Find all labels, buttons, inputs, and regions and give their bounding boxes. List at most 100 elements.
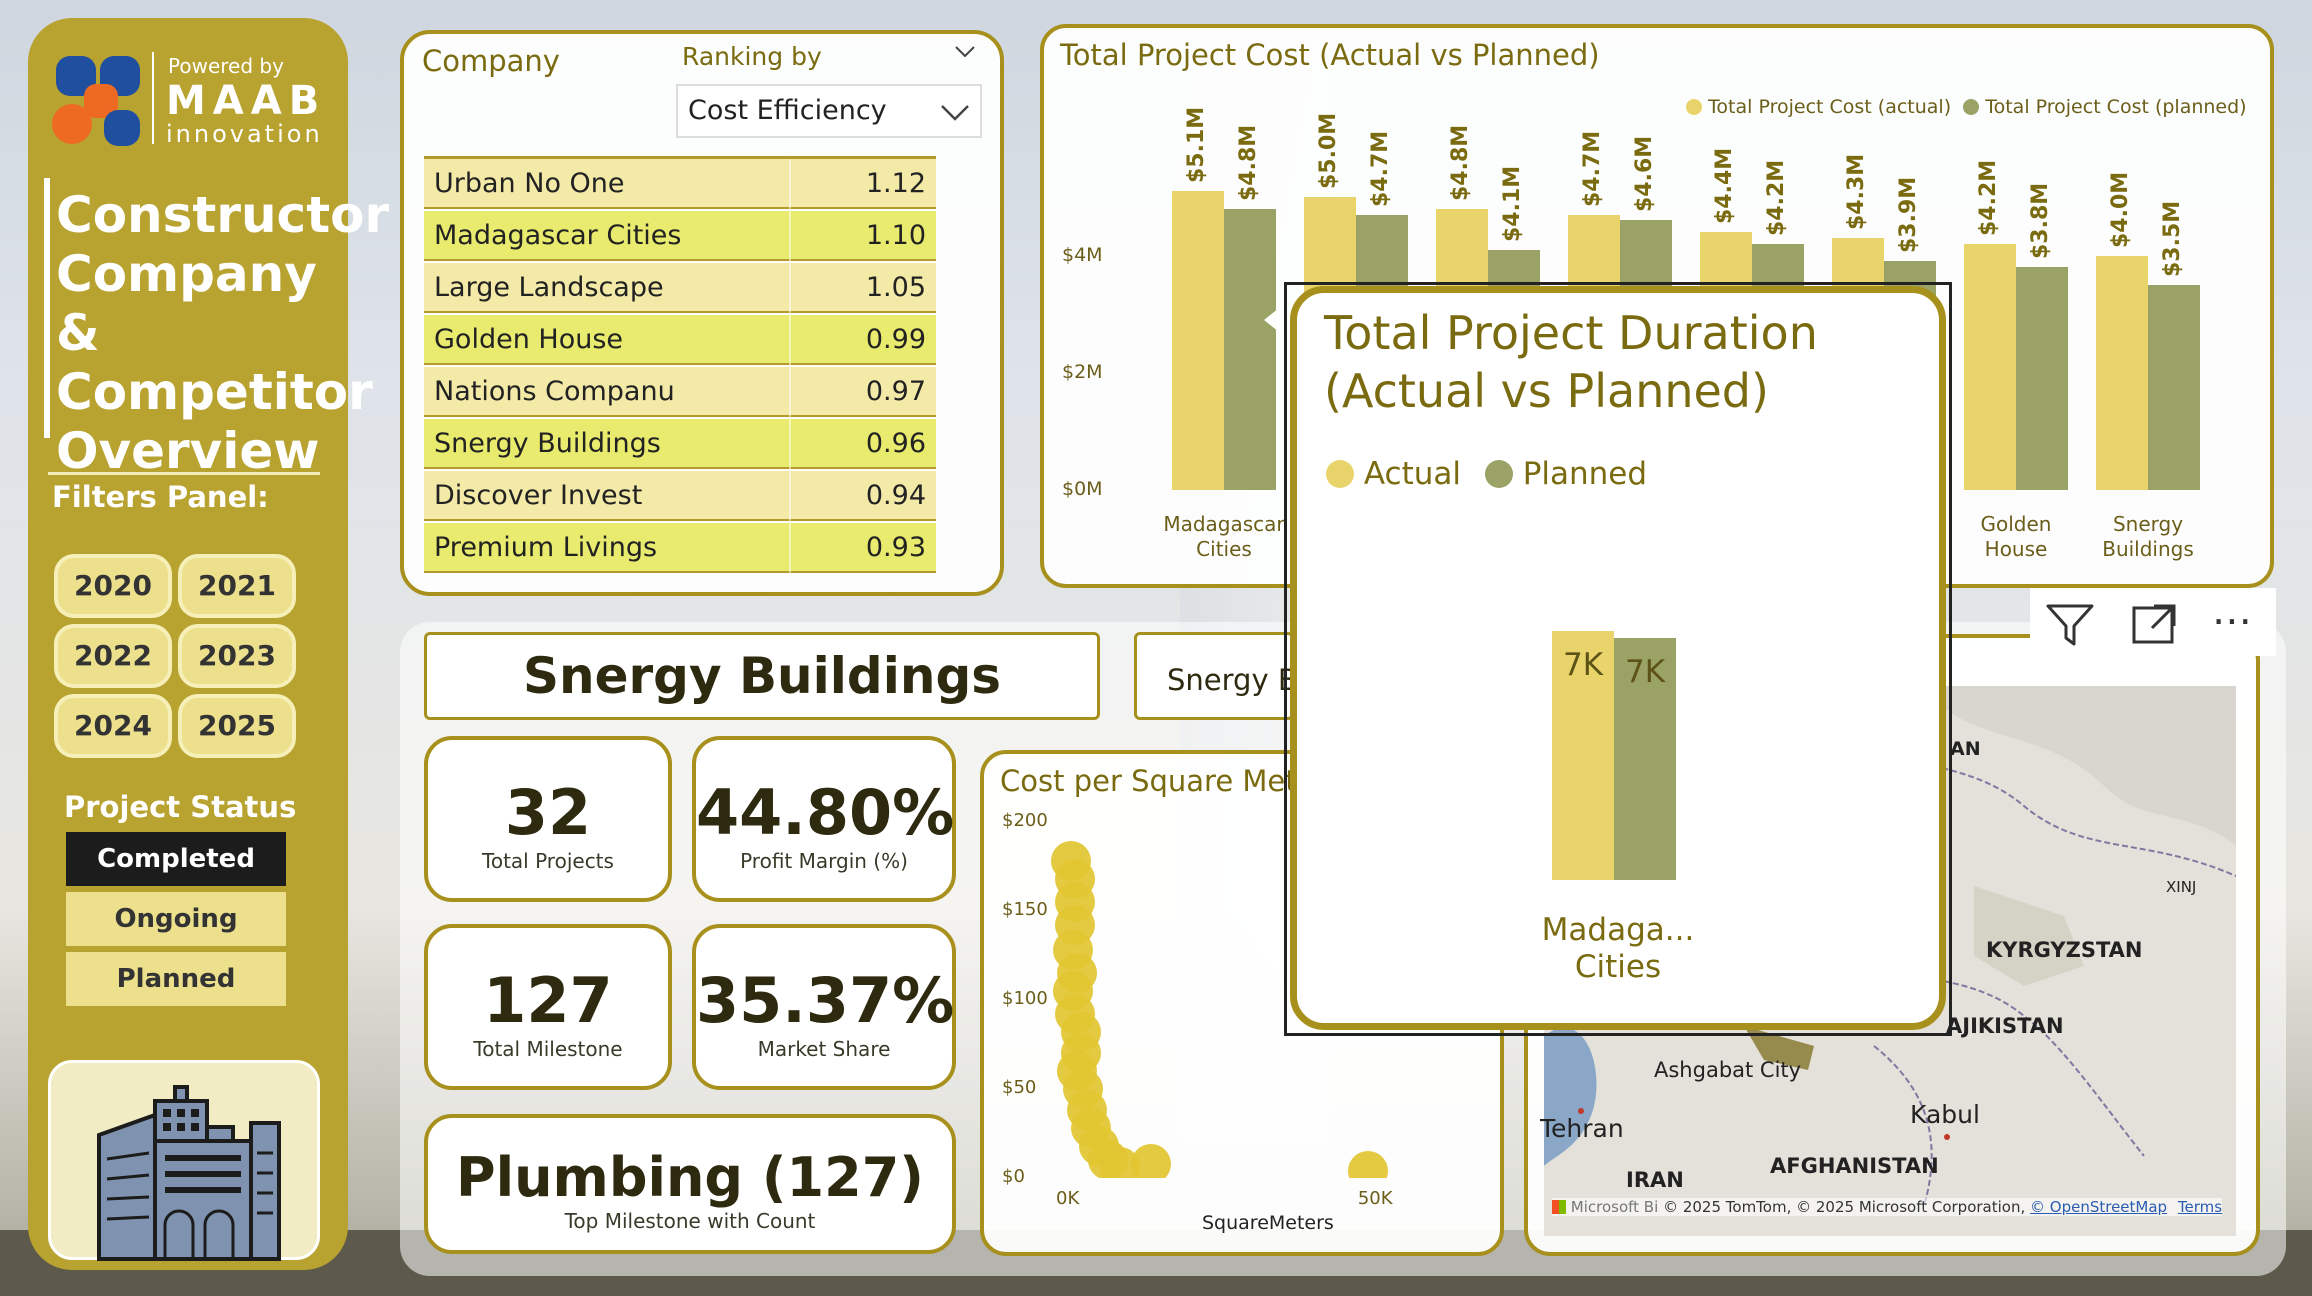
- x-category-label: Golden House: [1944, 512, 2088, 562]
- year-button-2024[interactable]: 2024: [54, 694, 172, 758]
- map-place-label: KYRGYZSTAN: [1986, 938, 2143, 962]
- status-button-ongoing[interactable]: Ongoing: [66, 892, 286, 946]
- maab-logo-icon: [52, 56, 140, 146]
- table-row[interactable]: Golden House 0.99: [424, 315, 936, 365]
- kpi-total-projects: 32 Total Projects: [424, 736, 672, 902]
- selected-company-card: Snergy Buildings: [424, 632, 1100, 720]
- row-divider: [789, 263, 791, 313]
- building-illustration-card: [48, 1060, 320, 1261]
- scatter-x-tick: 50K: [1357, 1188, 1393, 1209]
- bar-planned[interactable]: [1224, 208, 1276, 490]
- bar-planned[interactable]: [2016, 267, 2068, 490]
- bar-actual[interactable]: [1172, 191, 1224, 490]
- terms-link[interactable]: Terms: [2177, 1198, 2223, 1216]
- page-title-line: Constructor: [56, 186, 390, 244]
- ranking-value: 1.10: [865, 220, 926, 251]
- company-name: Snergy Buildings: [434, 428, 661, 459]
- ranking-by-label: Ranking by: [682, 42, 822, 71]
- duration-tooltip-shadow: [1284, 282, 1952, 1036]
- filter-icon[interactable]: [2044, 600, 2096, 650]
- bar-actual[interactable]: [1964, 243, 2016, 490]
- city-marker-icon: [1578, 1108, 1584, 1114]
- company-label: Company: [422, 44, 560, 78]
- year-button-2025[interactable]: 2025: [178, 694, 296, 758]
- filters-divider: [48, 472, 320, 475]
- duration-data-label: 7K: [1562, 646, 1604, 683]
- company-name: Golden House: [434, 324, 623, 355]
- microsoft-logo-icon: [1552, 1200, 1566, 1214]
- chevron-down-icon[interactable]: [954, 40, 976, 62]
- duration-tooltip: [1290, 286, 1946, 1030]
- status-button-completed[interactable]: Completed: [66, 832, 286, 886]
- map-attribution: Microsoft Bi © 2025 TomTom, © 2025 Micro…: [1552, 1198, 2223, 1216]
- year-button-2020[interactable]: 2020: [54, 554, 172, 618]
- table-row[interactable]: Madagascar Cities 1.10: [424, 211, 936, 261]
- scatter-y-tick: $200: [1002, 810, 1048, 831]
- year-button-2022[interactable]: 2022: [54, 624, 172, 688]
- ranking-value: 0.96: [865, 428, 926, 459]
- duration-legend: Actual Planned: [1326, 456, 1647, 492]
- page-title-line: Company &: [56, 245, 317, 362]
- table-row[interactable]: Nations Companu 0.97: [424, 367, 936, 417]
- status-button-planned[interactable]: Planned: [66, 952, 286, 1006]
- duration-legend-planned-dot: [1484, 460, 1513, 488]
- ranking-table-top-border: [424, 156, 936, 159]
- table-row[interactable]: Snergy Buildings 0.96: [424, 419, 936, 469]
- table-row[interactable]: Discover Invest 0.94: [424, 471, 936, 521]
- duration-legend-actual: Actual: [1363, 456, 1461, 492]
- duration-bar-actual[interactable]: [1552, 630, 1614, 880]
- table-row[interactable]: Premium Livings 0.93: [424, 523, 936, 573]
- bar-data-label: $3.5M: [2160, 200, 2185, 277]
- y-tick-label: $4M: [1062, 243, 1103, 266]
- y-tick-label: $0M: [1062, 478, 1103, 500]
- openstreetmap-link[interactable]: © OpenStreetMap: [2030, 1198, 2168, 1216]
- year-button-2021[interactable]: 2021: [178, 554, 296, 618]
- row-divider: [789, 523, 791, 573]
- focus-mode-icon[interactable]: [2130, 602, 2178, 648]
- x-category-line: Madagascar: [1163, 512, 1285, 536]
- bar-actual[interactable]: [2096, 255, 2148, 490]
- year-button-2023[interactable]: 2023: [178, 624, 296, 688]
- table-row[interactable]: Urban No One 1.12: [424, 159, 936, 209]
- duration-bar-planned[interactable]: [1614, 637, 1676, 880]
- attribution-logo-text: Microsoft Bi: [1570, 1198, 1659, 1216]
- tooltip-arrow: [1264, 304, 1284, 336]
- x-category-line: House: [1984, 537, 2048, 561]
- company-name: Urban No One: [434, 168, 625, 199]
- kpi-label: Total Milestone: [473, 1037, 623, 1061]
- bar-data-label: $4.2M: [1976, 159, 2001, 236]
- duration-category-line: Madaga...: [1541, 912, 1695, 948]
- brand-sub: innovation: [166, 120, 323, 148]
- bar-planned[interactable]: [2148, 284, 2200, 490]
- visual-header: [2030, 588, 2276, 656]
- row-divider: [789, 419, 791, 469]
- kpi-label: Profit Margin (%): [740, 849, 908, 873]
- company-dropdown[interactable]: Snergy B: [1134, 632, 1294, 720]
- duration-legend-actual-dot: [1326, 460, 1354, 488]
- kpi-label: Top Milestone with Count: [564, 1209, 816, 1233]
- x-category-label: Madagascar Cities: [1152, 512, 1296, 562]
- scatter-y-tick: $150: [1002, 899, 1048, 920]
- scatter-point[interactable]: [1347, 1150, 1388, 1178]
- ranking-value: 0.99: [865, 324, 926, 355]
- chevron-down-icon: [941, 105, 969, 121]
- y-tick-label: $2M: [1062, 360, 1103, 383]
- more-options-icon[interactable]: ⋯: [2212, 598, 2254, 644]
- bar-data-label: $4.7M: [1580, 130, 1605, 207]
- page-title-line: Competitor: [56, 363, 373, 421]
- bar-data-label: $4.8M: [1448, 124, 1473, 201]
- company-dropdown-value: Snergy B: [1167, 663, 1294, 697]
- company-name: Large Landscape: [434, 272, 664, 303]
- page-title: Constructor Company & Competitor Overvie…: [56, 186, 390, 481]
- cost-chart-legend: Total Project Cost (actual) Total Projec…: [1686, 96, 2247, 118]
- scatter-x-tick: 0K: [1056, 1188, 1080, 1209]
- bar-data-label: $4.7M: [1368, 130, 1393, 207]
- brand-divider: [152, 52, 154, 144]
- table-row[interactable]: Large Landscape 1.05: [424, 263, 936, 313]
- scatter-point[interactable]: [1130, 1143, 1171, 1178]
- map-place-label: Tehran: [1540, 1114, 1624, 1143]
- kpi-value: 44.80%: [696, 776, 955, 849]
- map-place-label: XINJ: [2166, 878, 2197, 896]
- ranking-by-select[interactable]: Cost Efficiency: [676, 84, 982, 138]
- duration-title-line1: Total Project Duration: [1324, 306, 1818, 360]
